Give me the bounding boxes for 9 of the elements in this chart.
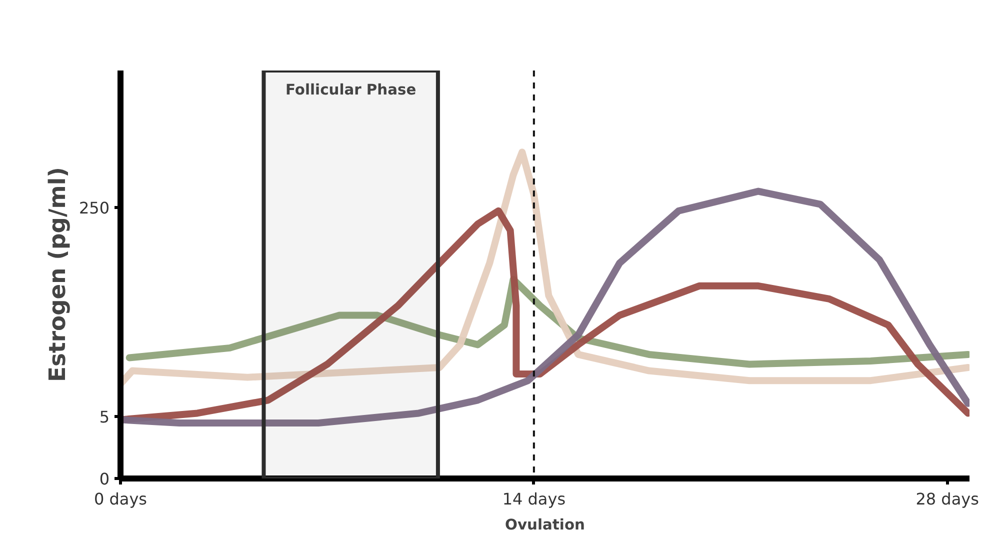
text: 0 (99, 470, 110, 488)
x-tick-label: 0 days (94, 490, 148, 508)
band-label: Follicular Phase (286, 82, 416, 98)
x-tick-label: 14 days (502, 490, 566, 508)
text: 250 (78, 198, 110, 218)
y-axis-title: Estrogen (pg/ml) (44, 167, 71, 382)
x-axis-title: Ovulation (505, 516, 585, 534)
x-tick-label: 28 days (916, 490, 979, 508)
text: 5 (99, 407, 110, 426)
